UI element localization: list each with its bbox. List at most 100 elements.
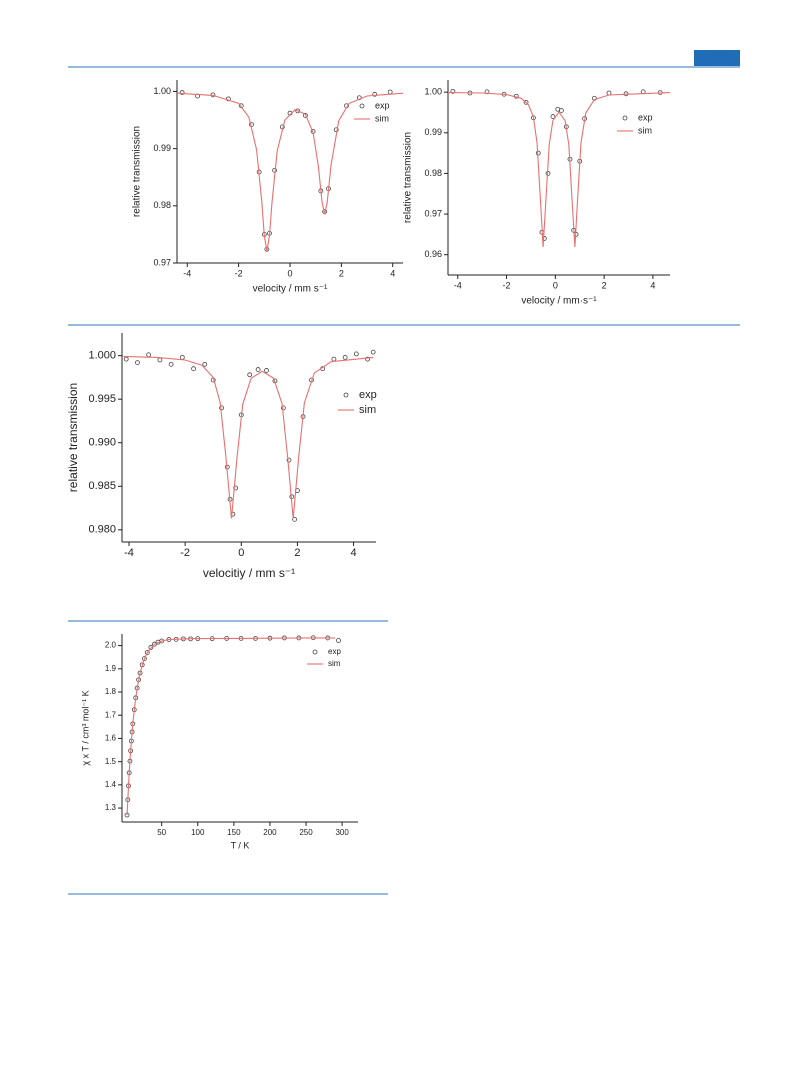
exp-point	[264, 368, 269, 373]
x-tick-label: 50	[157, 828, 166, 837]
exp-point	[179, 354, 185, 360]
x-tick-label: -4	[454, 280, 462, 290]
x-tick-label: 100	[191, 828, 205, 837]
y-axis-title: relative transmission	[66, 383, 80, 492]
x-tick-label: -2	[180, 547, 190, 559]
legend-label: sim	[638, 125, 652, 135]
exp-point	[148, 645, 154, 650]
y-tick-label: 1.4	[105, 780, 117, 789]
y-tick-label: 1.8	[105, 687, 117, 696]
y-axis-title: relative transmission	[403, 132, 414, 223]
exp-point	[370, 349, 376, 355]
x-tick-label: -2	[235, 268, 243, 278]
x-axis-title: velocity / mm s⁻¹	[253, 284, 328, 295]
legend-label: exp	[638, 112, 653, 122]
exp-point	[179, 90, 185, 95]
sim-line	[176, 92, 404, 252]
exp-point	[191, 366, 196, 372]
y-tick-label: 0.985	[88, 480, 116, 492]
x-tick-label: 0	[553, 280, 558, 290]
exp-point	[523, 99, 529, 105]
x-tick-label: 250	[299, 828, 313, 837]
exp-point	[295, 108, 301, 114]
y-tick-label: 0.98	[424, 168, 442, 178]
exp-point	[157, 357, 163, 363]
y-tick-label: 0.99	[153, 143, 171, 153]
exp-point	[292, 516, 298, 522]
x-tick-label: 150	[227, 828, 241, 837]
exp-point	[255, 367, 261, 372]
exp-point	[144, 650, 150, 655]
y-tick-label: 0.96	[424, 249, 442, 259]
exp-point	[225, 96, 231, 102]
exp-point	[264, 246, 270, 252]
exp-point	[372, 91, 378, 97]
legend-label: sim	[328, 659, 341, 668]
x-tick-label: 4	[350, 547, 356, 559]
exp-point	[365, 356, 370, 362]
y-tick-label: 1.00	[424, 87, 442, 97]
y-axis-title: χ x T / cm³ mol⁻¹ K	[80, 690, 90, 765]
exp-point	[168, 361, 174, 367]
x-tick-label: -4	[183, 268, 191, 278]
y-tick-label: 0.97	[153, 257, 171, 267]
legend-marker	[359, 103, 365, 109]
x-tick-label: 2	[339, 268, 344, 278]
exp-point	[331, 356, 337, 362]
y-tick-label: 2.0	[105, 641, 117, 650]
x-tick-label: 0	[238, 547, 244, 559]
exp-point	[219, 405, 225, 411]
x-axis-title: velocitiy / mm s⁻¹	[203, 566, 295, 580]
y-tick-label: 0.97	[424, 208, 442, 218]
legend-marker	[622, 115, 628, 121]
exp-point	[280, 405, 286, 411]
exp-point	[123, 356, 129, 362]
exp-point	[353, 351, 359, 357]
legend-label: sim	[359, 404, 376, 416]
x-tick-label: 2	[294, 547, 300, 559]
exp-point	[141, 656, 147, 662]
x-tick-label: 4	[650, 280, 655, 290]
exp-point	[336, 638, 341, 643]
exp-point	[152, 641, 157, 647]
x-tick-label: 0	[287, 268, 292, 278]
y-tick-label: 0.995	[88, 393, 116, 405]
y-tick-label: 1.000	[88, 350, 116, 362]
exp-point	[333, 127, 339, 133]
exp-point	[303, 113, 308, 118]
exp-point	[342, 354, 348, 360]
x-tick-label: 4	[390, 268, 395, 278]
x-tick-label: 300	[335, 828, 349, 837]
legend-marker	[312, 649, 318, 655]
y-tick-label: 1.9	[105, 664, 117, 673]
x-axis-title: velocity / mm·s⁻¹	[521, 296, 597, 307]
exp-point	[135, 360, 140, 366]
exp-point	[202, 361, 208, 367]
legend-label: exp	[359, 389, 377, 401]
y-tick-label: 1.6	[105, 734, 117, 743]
y-tick-label: 0.980	[88, 524, 116, 536]
exp-point	[387, 89, 393, 95]
exp-point	[146, 352, 152, 358]
y-tick-label: 1.7	[105, 710, 117, 719]
y-tick-label: 1.5	[105, 757, 117, 766]
y-tick-label: 1.00	[153, 86, 171, 96]
legend-label: exp	[328, 647, 341, 656]
exp-point	[559, 108, 564, 113]
legend-label: sim	[375, 113, 389, 123]
y-tick-label: 1.3	[105, 803, 117, 812]
sim-line	[123, 355, 374, 519]
y-axis-title: relative transmission	[132, 126, 143, 217]
y-tick-label: 0.990	[88, 437, 116, 449]
x-tick-label: -4	[124, 547, 134, 559]
exp-point	[247, 372, 253, 378]
x-axis-title: T / K	[231, 840, 250, 850]
y-tick-label: 0.98	[153, 200, 171, 210]
x-tick-label: 200	[263, 828, 277, 837]
exp-point	[550, 114, 556, 119]
sim-line	[447, 92, 671, 248]
header-tab	[694, 50, 740, 66]
exp-point	[286, 457, 292, 463]
y-tick-label: 0.99	[424, 127, 442, 137]
